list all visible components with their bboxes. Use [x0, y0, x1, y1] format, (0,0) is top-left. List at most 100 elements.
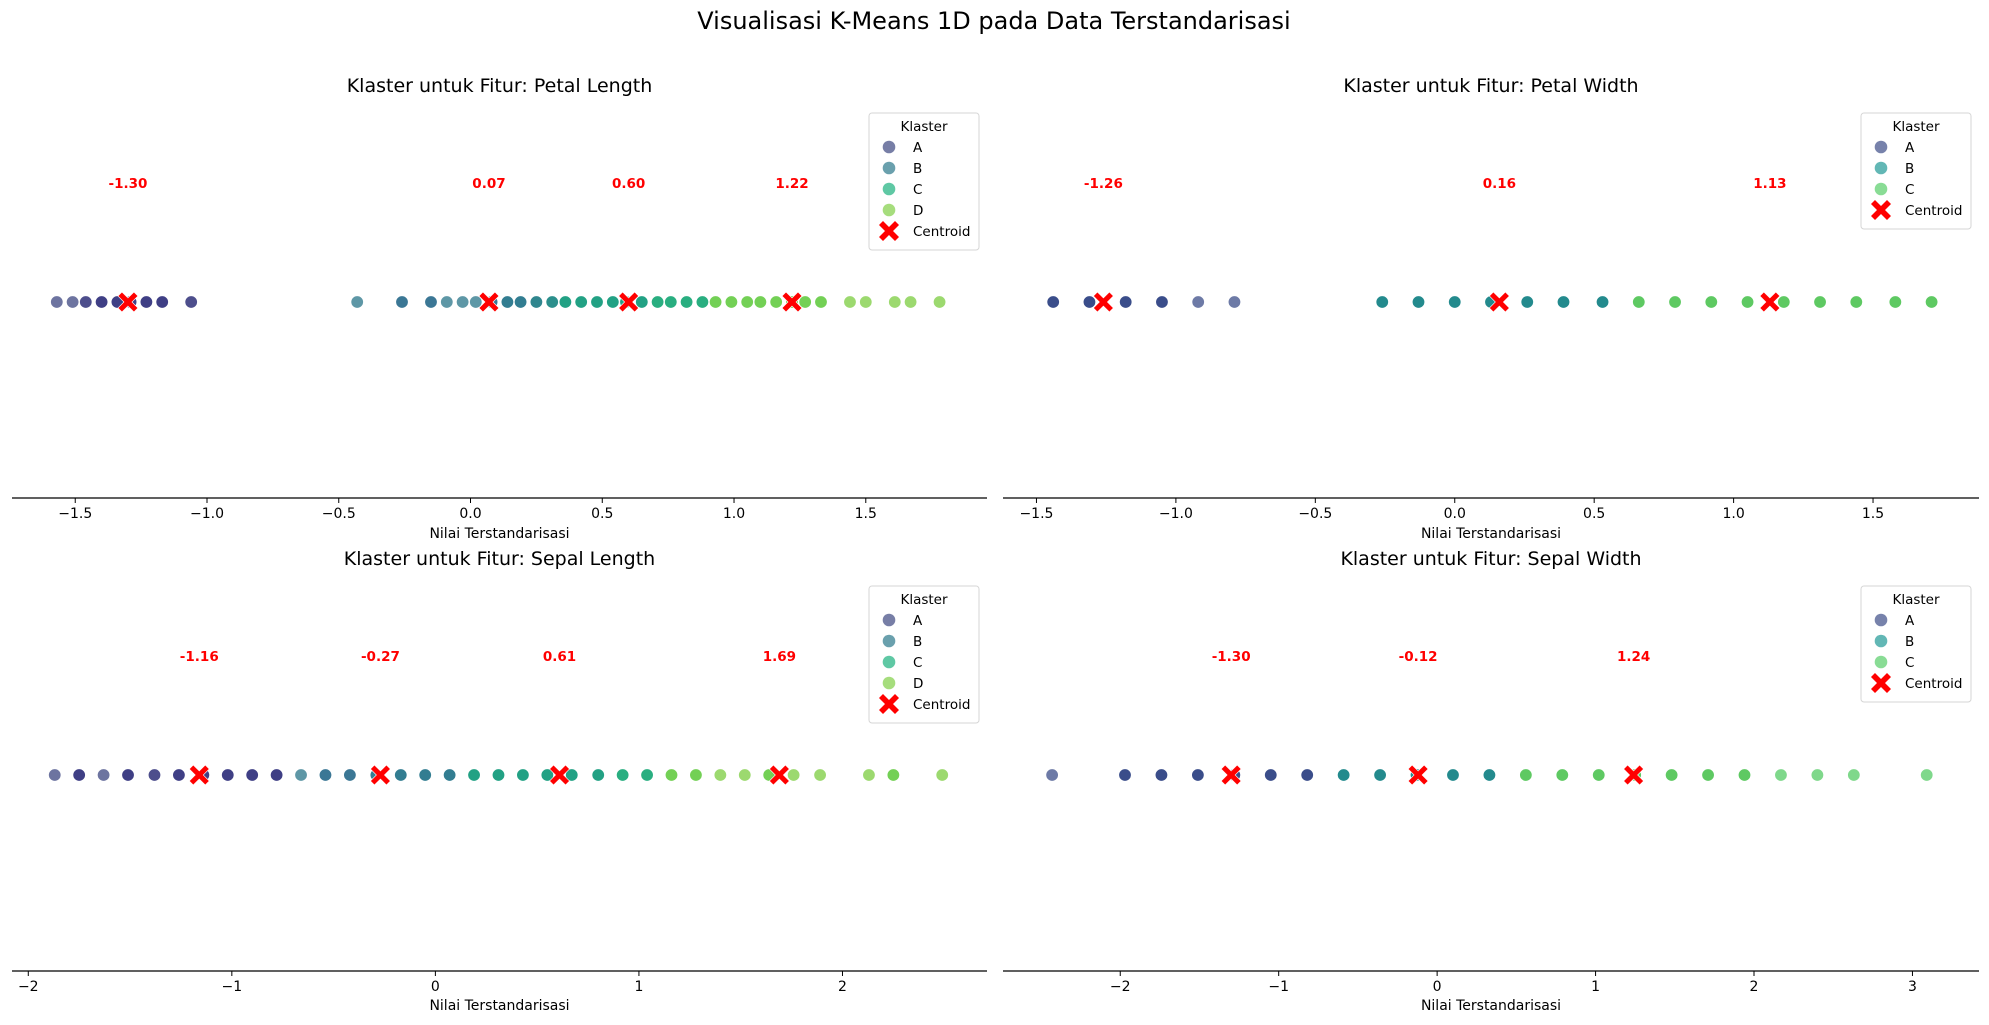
legend-box: [1860, 585, 1972, 703]
data-point: [843, 295, 857, 309]
data-point: [172, 768, 186, 782]
chart-title: Klaster untuk Fitur: Sepal Width: [1340, 548, 1641, 570]
x-tick-label: 0: [431, 979, 440, 995]
data-point: [1701, 768, 1715, 782]
data-point: [529, 295, 544, 309]
centroid-marker: [768, 764, 790, 786]
x-tick-label: 0.0: [1444, 506, 1466, 522]
x-tick-label: 1: [634, 979, 643, 995]
x-tick-label: −2: [1110, 979, 1131, 995]
data-point: [1482, 768, 1497, 782]
chart-title: Klaster untuk Fitur: Sepal Length: [344, 548, 655, 570]
legend-centroid-swatch: [1871, 200, 1891, 220]
data-point: [424, 295, 438, 309]
legend-title: Klaster: [1892, 119, 1940, 135]
data-point: [1520, 295, 1534, 309]
legend-title: Klaster: [900, 119, 948, 135]
x-tick-label: −0.5: [322, 506, 356, 522]
chart-title: Klaster untuk Fitur: Petal Length: [347, 75, 653, 97]
centroid-label: 0.61: [543, 649, 576, 665]
data-point: [635, 295, 649, 309]
data-point: [1373, 768, 1387, 782]
data-point: [1446, 768, 1460, 782]
data-point: [147, 768, 162, 782]
centroid-marker: [1759, 291, 1781, 313]
data-point: [1774, 768, 1788, 782]
x-axis-label: Nilai Terstandarisasi: [1421, 998, 1561, 1014]
data-point: [269, 768, 284, 782]
legend-label: Centroid: [913, 224, 970, 240]
data-point: [903, 295, 918, 309]
centroid-label: -1.26: [1084, 176, 1123, 192]
x-axis-label: Nilai Terstandarisasi: [429, 526, 569, 542]
data-point: [932, 295, 947, 309]
legend-label: Centroid: [1905, 676, 1962, 692]
x-tick-label: −2: [18, 979, 39, 995]
data-point: [798, 295, 812, 309]
data-point: [1847, 768, 1861, 782]
data-point: [1336, 768, 1351, 782]
data-point: [664, 295, 678, 309]
data-point: [94, 295, 109, 309]
legend-swatch: [1874, 140, 1888, 154]
centroid-label: -0.12: [1399, 649, 1438, 665]
data-point: [740, 295, 754, 309]
data-point: [679, 295, 694, 309]
data-point: [1777, 295, 1791, 309]
data-point: [650, 295, 665, 309]
data-point: [590, 295, 604, 309]
data-point: [184, 295, 198, 309]
centroid-label: -0.27: [361, 649, 400, 665]
data-point: [96, 768, 111, 782]
data-point: [1849, 295, 1864, 309]
centroid-marker: [1220, 764, 1242, 786]
centroid-label: -1.30: [108, 176, 147, 192]
legend-swatch: [1874, 161, 1888, 175]
legend-label: A: [913, 613, 923, 629]
data-point: [574, 295, 588, 309]
data-point: [1813, 295, 1827, 309]
data-point: [786, 768, 801, 782]
data-point: [814, 295, 828, 309]
x-tick-label: 0: [1433, 979, 1442, 995]
centroid-marker: [549, 764, 570, 786]
data-point: [48, 768, 62, 782]
legend-box: [868, 112, 980, 251]
x-tick-label: 0.0: [459, 506, 481, 522]
data-point: [1592, 768, 1606, 782]
centroid-marker: [1623, 764, 1645, 786]
x-tick-label: 1.0: [723, 506, 745, 522]
data-point: [343, 768, 357, 782]
centroid-label: -1.16: [180, 649, 219, 665]
data-point: [615, 768, 630, 782]
legend-swatch: [1874, 634, 1888, 648]
data-point: [155, 295, 169, 309]
data-point: [491, 768, 506, 782]
data-point: [350, 295, 364, 309]
data-point: [724, 295, 739, 309]
centroid-marker: [478, 291, 500, 313]
data-point: [72, 768, 86, 782]
data-point: [1632, 295, 1646, 309]
data-point: [245, 768, 259, 782]
chart-3: Klaster untuk Fitur: Sepal Length −2 −1 0 1 2…: [12, 548, 987, 1014]
data-point: [753, 295, 768, 309]
data-point: [1737, 768, 1752, 782]
x-tick-label: 2: [1750, 979, 1759, 995]
data-point: [294, 768, 308, 782]
legend-swatch: [882, 676, 896, 690]
x-axis-label: Nilai Terstandarisasi: [429, 998, 569, 1014]
data-point: [1046, 295, 1060, 309]
data-point: [1668, 295, 1682, 309]
data-point: [394, 768, 408, 782]
data-point: [558, 295, 573, 309]
data-point: [1664, 768, 1679, 782]
data-point: [50, 295, 64, 309]
legend-label: A: [913, 140, 923, 156]
legend-swatch: [882, 613, 896, 627]
data-point: [862, 768, 876, 782]
legend-label: Centroid: [1905, 203, 1962, 219]
data-point: [1810, 768, 1825, 782]
data-point: [1155, 295, 1169, 309]
